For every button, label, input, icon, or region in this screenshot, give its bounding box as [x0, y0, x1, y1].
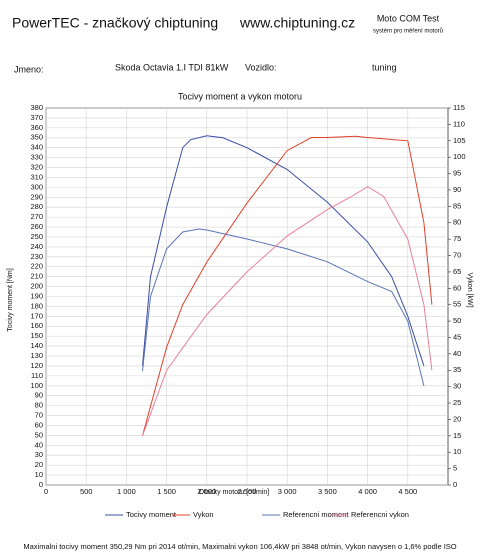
- legend-label: Vykon: [193, 510, 214, 519]
- y-tick-label: 230: [30, 252, 43, 261]
- series-line: [142, 135, 433, 436]
- y-tick-label: 60: [35, 420, 43, 429]
- y-tick-label: 200: [30, 282, 43, 291]
- y2-tick-label: 115: [453, 103, 465, 112]
- y-tick-label: 50: [35, 430, 43, 439]
- y-tick-label: 10: [35, 470, 43, 479]
- y-tick-label: 280: [30, 202, 43, 211]
- y2-tick-label: 0: [453, 480, 457, 489]
- vehicle: Skoda Octavia 1.I TDI 81kW: [115, 62, 229, 72]
- y-tick-label: 330: [30, 153, 43, 162]
- x-tick-label: 3 500: [318, 487, 337, 496]
- y2-tick-label: 60: [453, 283, 461, 292]
- chart-title: Tocivy moment a vykon motoru: [178, 91, 302, 101]
- y2-tick-label: 25: [453, 398, 461, 407]
- legend-label: Referencni moment: [283, 510, 349, 519]
- y2-tick-label: 80: [453, 218, 461, 227]
- y-tick-label: 110: [31, 371, 43, 380]
- y2-tick-label: 50: [453, 316, 461, 325]
- y2-tick-label: 40: [453, 349, 461, 358]
- y2-tick-label: 110: [453, 119, 465, 128]
- y-tick-label: 140: [30, 341, 43, 350]
- x-tick-label: 500: [80, 487, 93, 496]
- y-tick-label: 90: [35, 391, 43, 400]
- y-tick-label: 220: [30, 262, 43, 271]
- y-tick-label: 130: [30, 351, 43, 360]
- y-tick-label: 80: [35, 401, 43, 410]
- system: Moto COM Test: [377, 13, 440, 23]
- y-tick-label: 180: [30, 301, 43, 310]
- legend-label: Tocivy moment: [126, 510, 177, 519]
- y2-tick-label: 95: [453, 169, 461, 178]
- footer-note: Maximalni tocivy moment 350,29 Nm pri 20…: [23, 542, 456, 551]
- y-tick-label: 100: [30, 381, 43, 390]
- y-tick-label: 310: [30, 172, 43, 181]
- y-tick-label: 380: [30, 103, 43, 112]
- y2-tick-label: 5: [453, 464, 457, 473]
- y2-tick-label: 55: [453, 300, 461, 309]
- y-tick-label: 370: [30, 113, 43, 122]
- series-line: [142, 228, 425, 386]
- y2-tick-label: 90: [453, 185, 461, 194]
- y-tick-label: 0: [39, 480, 43, 489]
- x-tick-label: 4 500: [398, 487, 417, 496]
- y2-tick-label: 65: [453, 267, 461, 276]
- y-tick-label: 70: [35, 411, 43, 420]
- y2-tick-label: 15: [453, 431, 461, 440]
- y-tick-label: 190: [30, 291, 43, 300]
- y-tick-label: 170: [30, 311, 43, 320]
- y2-tick-label: 35: [453, 365, 461, 374]
- x-tick-label: 0: [44, 487, 48, 496]
- y-tick-label: 240: [30, 242, 43, 251]
- y2-tick-label: 20: [453, 414, 461, 423]
- y2-tick-label: 10: [453, 447, 461, 456]
- y-tick-label: 350: [30, 133, 43, 142]
- y-tick-label: 160: [30, 321, 43, 330]
- y2-tick-label: 45: [453, 332, 461, 341]
- y2-tick-label: 75: [453, 234, 461, 243]
- y-tick-label: 20: [35, 460, 43, 469]
- x-tick-label: 1 500: [157, 487, 176, 496]
- y2-tick-label: 100: [453, 152, 466, 161]
- y2-tick-label: 30: [453, 382, 461, 391]
- y-tick-label: 300: [30, 182, 43, 191]
- y-tick-label: 320: [30, 163, 43, 172]
- series-line: [142, 135, 425, 367]
- x-tick-label: 2 000: [197, 487, 216, 496]
- brand: PowerTEC - značkový chiptuning: [12, 15, 218, 31]
- series-line: [142, 186, 433, 436]
- y-tick-label: 150: [30, 331, 43, 340]
- y-tick-label: 40: [35, 440, 43, 449]
- y-tick-label: 250: [30, 232, 43, 241]
- name-label: Jmeno:: [14, 64, 44, 74]
- y2-tick-label: 105: [453, 136, 466, 145]
- y-tick-label: 210: [30, 272, 43, 281]
- y2-tick-label: 70: [453, 251, 461, 260]
- y2-tick-label: 85: [453, 201, 461, 210]
- y-tick-label: 340: [30, 143, 43, 152]
- x-tick-label: 2 500: [238, 487, 257, 496]
- y-tick-label: 260: [30, 222, 43, 231]
- y2-axis-label: Vykon [kW]: [466, 272, 473, 307]
- x-tick-label: 1 000: [117, 487, 136, 496]
- vehicle-label: Vozidlo:: [245, 62, 277, 72]
- x-axis-label: Otacky motoru [ot/min]: [199, 489, 269, 496]
- y-tick-label: 120: [30, 361, 43, 370]
- y-tick-label: 360: [30, 123, 43, 132]
- legend-label: Referencni vykon: [351, 510, 409, 519]
- y-axis-label: Tocivy moment [Nm]: [7, 268, 14, 331]
- x-tick-label: 4 000: [358, 487, 377, 496]
- mode: tuning: [372, 62, 397, 72]
- x-tick-label: 3 000: [278, 487, 297, 496]
- y-tick-label: 30: [35, 450, 43, 459]
- system-sub: systém pro měření motorů: [373, 28, 443, 35]
- y-tick-label: 270: [30, 212, 43, 221]
- web: www.chiptuning.cz: [239, 15, 355, 31]
- y-tick-label: 290: [30, 192, 43, 201]
